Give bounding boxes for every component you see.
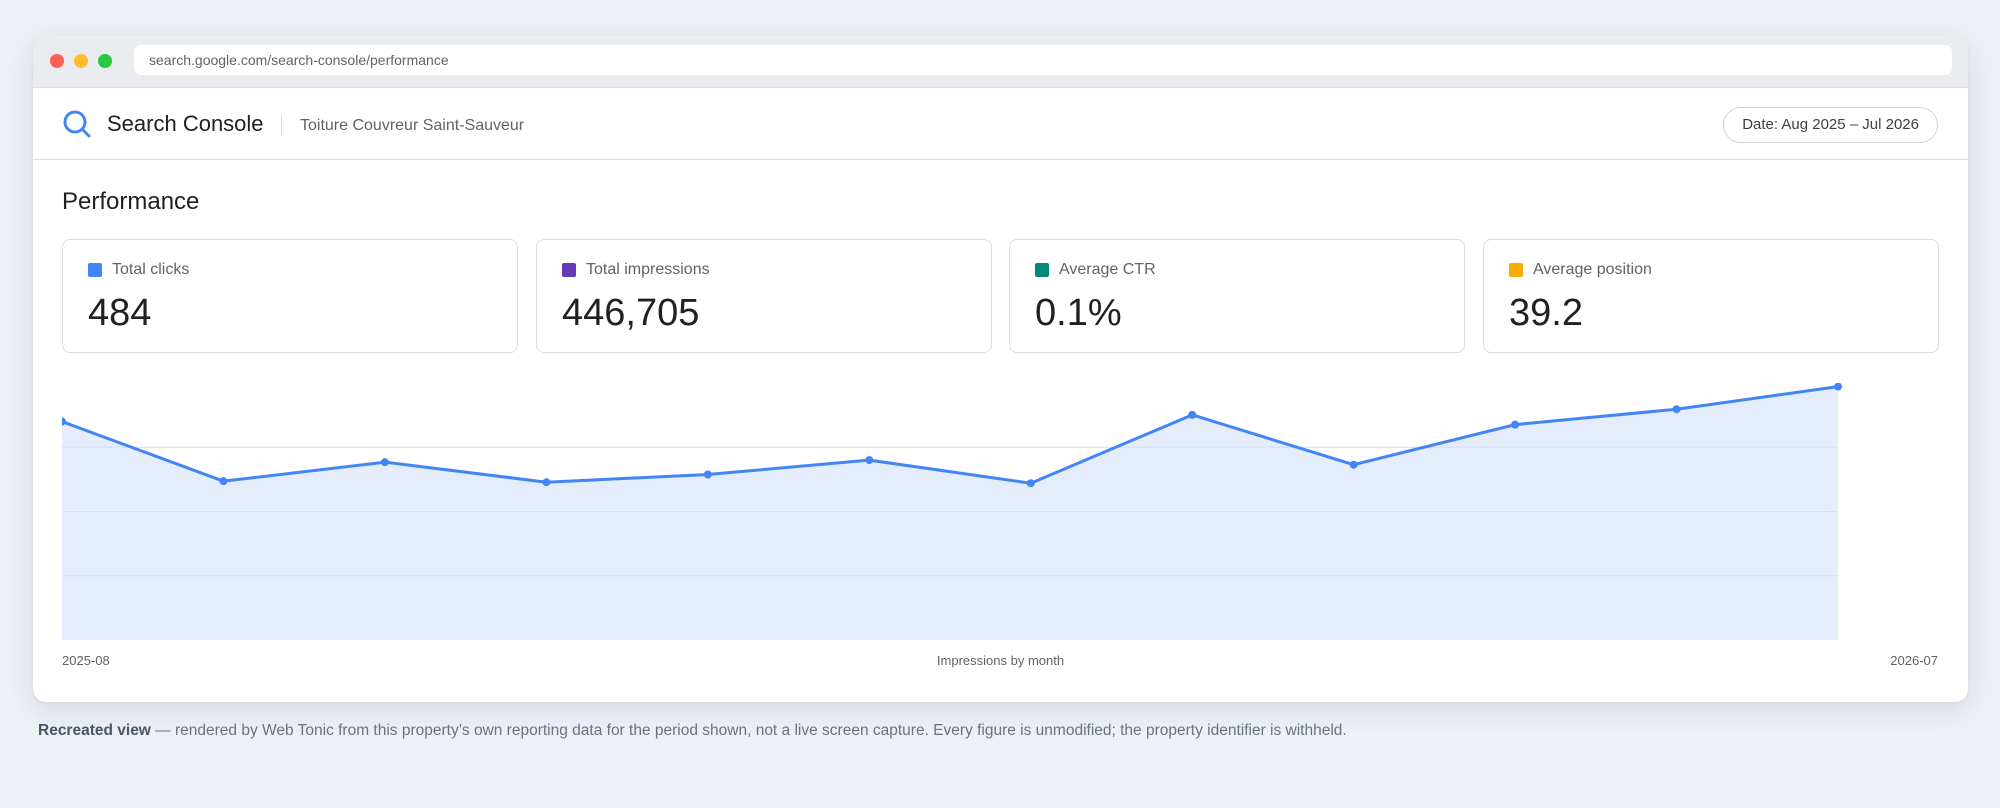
chart-point-2025-09	[219, 477, 228, 486]
property-selector[interactable]: Toiture Couvreur Saint-Sauveur	[300, 117, 525, 134]
clicks-swatch	[88, 263, 102, 277]
chart-point-2026-01	[865, 456, 874, 465]
impressions-chart	[62, 383, 1842, 640]
metric-value: 484	[88, 292, 152, 334]
maximize-window-button[interactable]	[98, 54, 112, 68]
impressions-swatch	[562, 263, 576, 277]
chart-point-2026-07	[1834, 383, 1842, 391]
metric-card-impressions[interactable]: Total impressions 446,705	[536, 239, 992, 353]
chart-point-2026-04	[1349, 460, 1358, 469]
title-divider	[281, 116, 282, 136]
metric-value: 446,705	[562, 292, 700, 334]
position-swatch	[1509, 263, 1523, 277]
chart-point-2026-03	[1188, 410, 1197, 419]
chart-point-2025-11	[542, 478, 551, 487]
app-header: Search Console Toiture Couvreur Saint-Sa…	[33, 88, 1968, 160]
chart-point-2026-02	[1026, 479, 1035, 488]
page-title: Performance	[62, 188, 200, 215]
metric-label: Total impressions	[586, 261, 710, 278]
chart-point-2026-05	[1511, 420, 1520, 429]
metric-card-clicks[interactable]: Total clicks 484	[62, 239, 518, 353]
metric-value: 0.1%	[1035, 292, 1122, 334]
metric-label: Total clicks	[112, 261, 190, 278]
chart-area-fill	[62, 386, 1838, 640]
search-console-logo-icon	[63, 110, 91, 138]
minimize-window-button[interactable]	[74, 54, 88, 68]
metric-value: 39.2	[1509, 292, 1583, 334]
close-window-button[interactable]	[50, 54, 64, 68]
x-axis-start-label: 2025-08	[62, 653, 110, 668]
chart-point-2025-12	[703, 470, 712, 479]
ctr-swatch	[1035, 263, 1049, 277]
metric-label: Average CTR	[1059, 261, 1156, 278]
date-range-button[interactable]: Date: Aug 2025 – Jul 2026	[1723, 107, 1938, 143]
x-axis-end-label: 2026-07	[1890, 653, 1938, 668]
browser-window: search.google.com/search-console/perform…	[33, 35, 1968, 702]
chart-point-2026-06	[1672, 405, 1681, 414]
footnote-bold: Recreated view	[38, 722, 151, 739]
footnote-text: — rendered by Web Tonic from this proper…	[150, 722, 1347, 739]
metric-card-ctr[interactable]: Average CTR 0.1%	[1009, 239, 1465, 353]
app-title[interactable]: Search Console	[107, 111, 264, 136]
footnote: Recreated view — rendered by Web Tonic f…	[38, 721, 1347, 741]
browser-toolbar: search.google.com/search-console/perform…	[33, 35, 1968, 88]
chart-title: Impressions by month	[936, 653, 1065, 668]
chart-series-line	[62, 385, 1839, 485]
chart-point-2025-10	[380, 458, 389, 467]
metric-label: Average position	[1533, 261, 1652, 278]
metric-card-position[interactable]: Average position 39.2	[1483, 239, 1939, 353]
address-bar[interactable]: search.google.com/search-console/perform…	[134, 45, 1952, 75]
chart-point-2025-08	[62, 417, 66, 426]
